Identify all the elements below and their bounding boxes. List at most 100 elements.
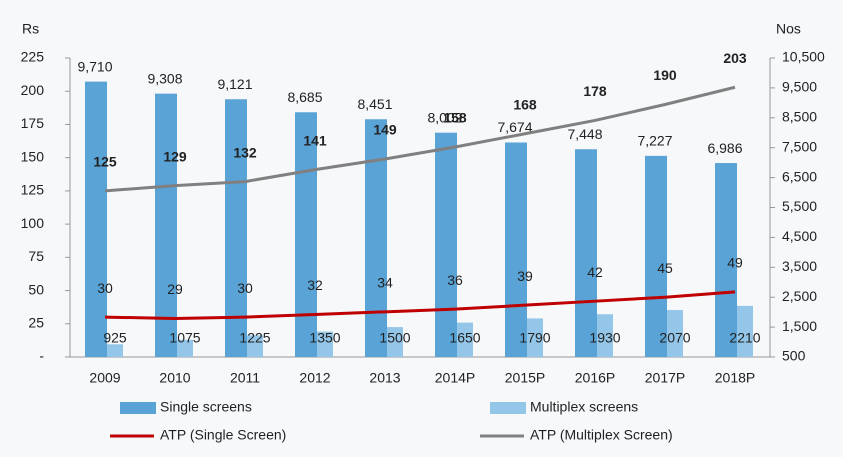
- x-tick-label: 2009: [89, 370, 120, 386]
- bar: [177, 339, 193, 357]
- y2-tick-label: 4,500: [782, 228, 817, 244]
- data-label: 2210: [729, 330, 760, 346]
- bar: [505, 142, 527, 357]
- bar: [247, 335, 263, 357]
- data-label: 203: [723, 50, 747, 66]
- bar: [737, 305, 753, 357]
- data-label: 29: [167, 281, 183, 297]
- bar: [597, 314, 613, 357]
- data-label: 1500: [379, 330, 410, 346]
- x-tick-label: 2018P: [715, 370, 755, 386]
- data-label: 8,451: [357, 96, 392, 112]
- data-label: 9,710: [77, 58, 112, 74]
- data-label: 45: [657, 260, 673, 276]
- y2-tick-label: 10,500: [782, 49, 825, 65]
- legend-label: ATP (Single Screen): [160, 427, 286, 443]
- y-tick-label: -: [39, 348, 44, 364]
- bar: [435, 132, 457, 357]
- bar: [575, 149, 597, 357]
- legend-label: Single screens: [160, 399, 252, 415]
- data-label: 132: [233, 144, 257, 160]
- data-label: 7,227: [637, 133, 672, 149]
- data-label: 1350: [309, 330, 340, 346]
- data-label: 9,308: [147, 70, 182, 86]
- y2-tick-label: 8,500: [782, 109, 817, 125]
- data-label: 8,002: [427, 109, 462, 125]
- bar: [715, 163, 737, 357]
- y2-axis-label: Nos: [776, 21, 801, 37]
- bar: [155, 93, 177, 357]
- y-axis-label: Rs: [22, 21, 39, 37]
- y-tick-label: 175: [21, 115, 45, 131]
- x-tick-label: 2012: [299, 370, 330, 386]
- y2-tick-label: 7,500: [782, 138, 817, 154]
- data-label: 149: [373, 122, 397, 138]
- data-label: 1790: [519, 330, 550, 346]
- x-tick-label: 2017P: [645, 370, 685, 386]
- data-label: 7,448: [567, 126, 602, 142]
- data-label: 7,674: [497, 119, 532, 135]
- y-tick-label: 150: [21, 148, 45, 164]
- data-label: 9,121: [217, 76, 252, 92]
- x-tick-label: 2014P: [435, 370, 475, 386]
- y2-tick-label: 9,500: [782, 79, 817, 95]
- data-label: 6,986: [707, 140, 742, 156]
- line: [104, 290, 736, 320]
- y2-tick-label: 5,500: [782, 198, 817, 214]
- data-label: 42: [587, 264, 603, 280]
- bar: [107, 344, 123, 357]
- data-label: 168: [513, 96, 537, 112]
- data-label: 34: [377, 275, 393, 291]
- y-tick-label: 200: [21, 82, 45, 98]
- y-tick-label: 225: [21, 49, 45, 65]
- data-label: 190: [653, 67, 677, 83]
- bar: [85, 81, 107, 357]
- y2-tick-label: 6,500: [782, 168, 817, 184]
- data-label: 8,685: [287, 89, 322, 105]
- bar: [365, 119, 387, 357]
- bar: [295, 112, 317, 358]
- legend-swatch: [490, 402, 526, 414]
- data-label: 36: [447, 272, 463, 288]
- x-tick-label: 2010: [159, 370, 190, 386]
- bar: [317, 331, 333, 357]
- data-label: 1650: [449, 330, 480, 346]
- data-label: 129: [163, 148, 187, 164]
- line: [104, 85, 736, 193]
- y2-tick-label: 3,500: [782, 258, 817, 274]
- data-label: 178: [583, 83, 607, 99]
- y2-tick-label: 500: [782, 348, 806, 364]
- bar: [645, 155, 667, 357]
- data-label: 1930: [589, 330, 620, 346]
- y-tick-label: 25: [28, 314, 44, 330]
- y2-tick-label: 1,500: [782, 318, 817, 334]
- x-tick-label: 2013: [369, 370, 400, 386]
- legend-swatch: [120, 402, 156, 414]
- y-tick-label: 125: [21, 182, 45, 198]
- legend-label: Multiplex screens: [530, 399, 638, 415]
- data-label: 49: [727, 255, 743, 271]
- y-tick-label: 100: [21, 215, 45, 231]
- data-label: 1075: [169, 330, 200, 346]
- data-label: 30: [237, 280, 253, 296]
- data-label: 39: [517, 268, 533, 284]
- y2-tick-label: 2,500: [782, 288, 817, 304]
- data-label: 30: [97, 280, 113, 296]
- data-label: 125: [93, 154, 117, 170]
- bar: [387, 327, 403, 357]
- x-tick-label: 2015P: [505, 370, 545, 386]
- data-label: 158: [443, 110, 467, 126]
- data-label: 1225: [239, 330, 270, 346]
- data-label: 32: [307, 277, 323, 293]
- y-tick-label: 75: [28, 248, 44, 264]
- y-tick-label: 50: [28, 281, 44, 297]
- x-tick-label: 2016P: [575, 370, 615, 386]
- bar: [225, 99, 247, 357]
- data-label: 2070: [659, 330, 690, 346]
- legend-label: ATP (Multiplex Screen): [530, 427, 673, 443]
- bar: [667, 310, 683, 357]
- data-label: 925: [103, 330, 127, 346]
